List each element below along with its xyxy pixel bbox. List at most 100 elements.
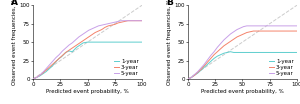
1-year [129,41,133,43]
5-year [209,55,213,56]
3-year [238,35,242,36]
1-year [53,62,57,63]
5-year [238,27,242,29]
Y-axis label: Observed event frequencies, %: Observed event frequencies, % [12,0,17,85]
1-year [209,61,213,62]
Y-axis label: Observed event frequencies, %: Observed event frequencies, % [167,0,172,85]
1-year [51,65,54,66]
3-year [255,30,258,32]
5-year [136,20,140,21]
5-year [265,25,268,27]
1-year [212,58,216,59]
3-year [271,30,275,32]
X-axis label: Predicted event probability, %: Predicted event probability, % [46,89,129,94]
5-year [196,71,200,72]
5-year [140,20,144,21]
3-year [51,64,54,65]
1-year [113,41,117,43]
3-year [120,22,123,23]
5-year [120,20,123,21]
3-year [206,61,209,63]
5-year [97,25,100,27]
5-year [199,67,203,69]
5-year [126,20,130,21]
1-year [124,41,128,43]
5-year [212,51,216,52]
5-year [245,25,249,27]
1-year [229,51,232,52]
5-year [268,25,272,27]
5-year [93,27,97,28]
5-year [288,25,291,27]
3-year [284,30,288,32]
1-year [34,77,38,78]
5-year [84,32,87,33]
Line: 1-year: 1-year [33,42,142,79]
3-year [67,50,71,51]
5-year [271,25,275,27]
3-year [93,32,97,33]
3-year [281,30,285,32]
5-year [248,25,252,27]
1-year [193,75,196,76]
3-year [116,22,120,24]
3-year [199,69,203,70]
3-year [100,29,103,30]
3-year [106,25,110,27]
3-year [48,67,51,68]
3-year [245,32,249,33]
3-year [225,43,229,44]
5-year [258,25,262,27]
3-year [229,41,232,42]
1-year [31,78,35,80]
1-year [295,52,299,53]
3-year [261,30,265,32]
Line: 3-year: 3-year [188,31,297,79]
1-year [262,52,266,53]
3-year [70,47,74,49]
5-year [103,24,107,25]
5-year [133,20,136,21]
5-year [261,25,265,27]
5-year [235,29,239,30]
3-year [288,30,291,32]
5-year [54,57,58,58]
3-year [64,52,68,53]
1-year [290,52,293,53]
3-year [196,72,200,73]
1-year [64,52,68,53]
5-year [202,64,206,65]
5-year [252,25,255,27]
1-year [62,54,65,55]
1-year [196,72,200,74]
5-year [80,34,84,35]
5-year [129,20,133,21]
3-year [31,78,35,80]
1-year [206,64,209,65]
5-year [34,77,38,78]
1-year [57,58,61,59]
3-year [77,43,81,44]
5-year [255,25,258,27]
1-year [78,44,82,46]
3-year [222,45,226,46]
1-year [232,52,236,53]
1-year [225,52,229,53]
3-year [133,20,136,21]
3-year [129,20,133,21]
5-year [70,42,74,43]
Line: 5-year: 5-year [33,21,142,79]
5-year [116,21,120,22]
3-year [232,39,236,40]
1-year [140,41,144,43]
1-year [238,52,242,53]
Text: B: B [166,0,173,7]
3-year [252,30,255,32]
1-year [202,67,206,68]
1-year [189,77,193,78]
1-year [222,53,226,54]
5-year [100,25,103,26]
1-year [91,41,95,43]
5-year [225,36,229,38]
1-year [135,41,138,43]
